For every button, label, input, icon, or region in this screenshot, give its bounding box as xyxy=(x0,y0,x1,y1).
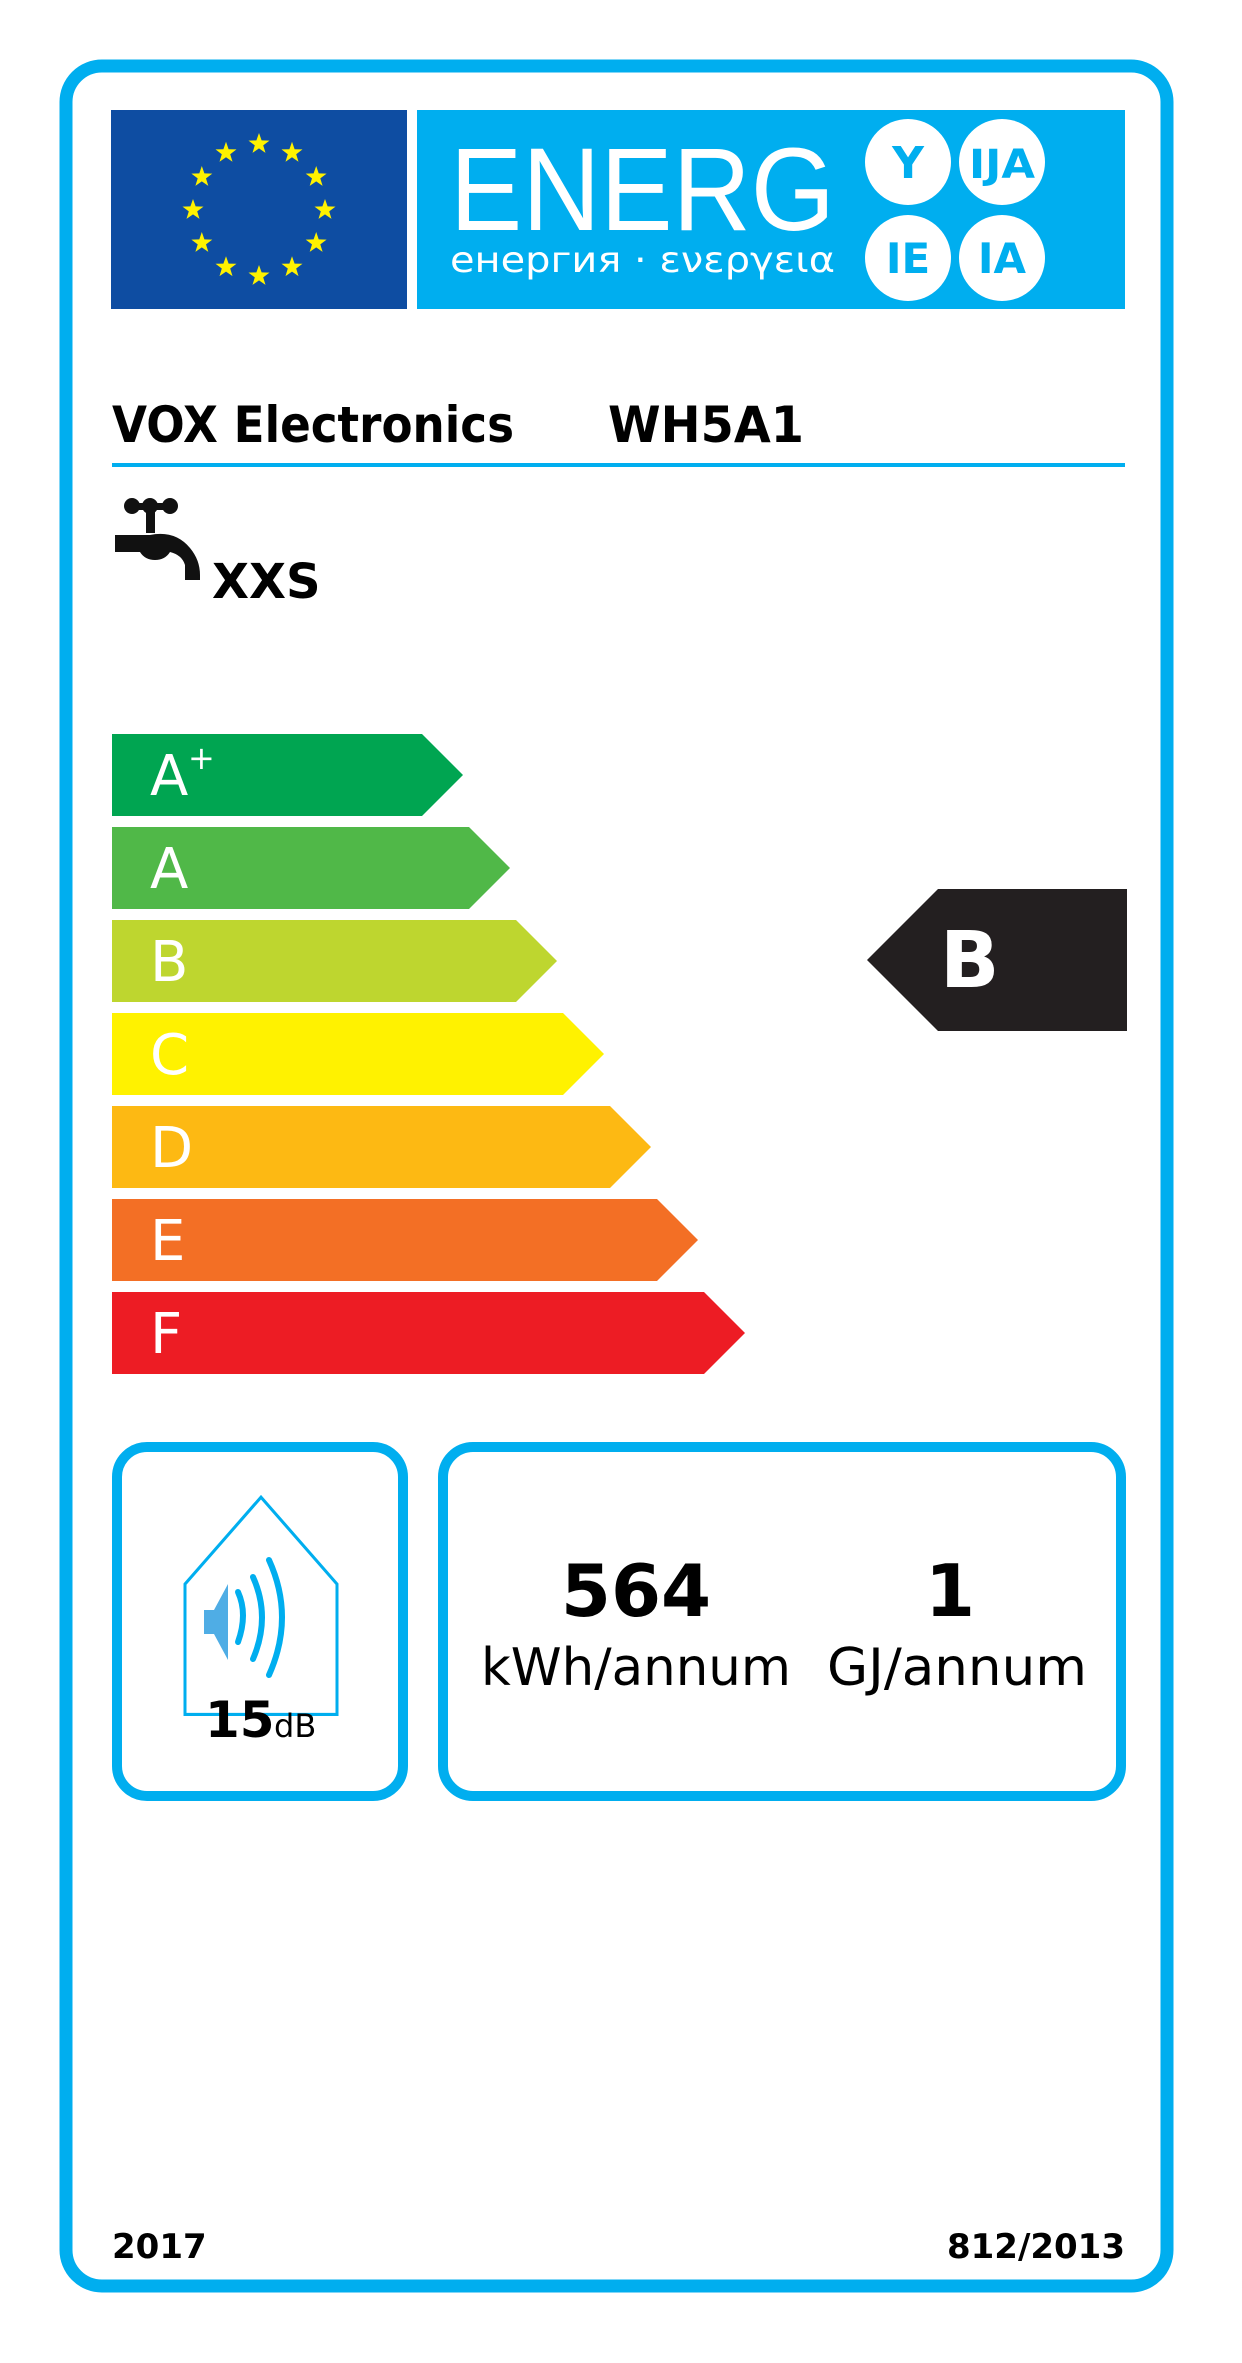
suffix-ia: IA xyxy=(978,234,1027,283)
noise-box xyxy=(112,1442,408,1801)
footer-year: 2017 xyxy=(112,2227,207,2267)
star-icon xyxy=(281,141,303,162)
noise-value: 15 xyxy=(205,1691,275,1749)
fuel-value: 1 xyxy=(925,1549,975,1633)
class-label: E xyxy=(150,1209,185,1274)
class-bar-f: F xyxy=(112,1292,745,1374)
star-icon xyxy=(248,133,270,153)
rating-arrow: B xyxy=(867,889,1127,1031)
electricity-unit: kWh/annum xyxy=(481,1638,791,1698)
noise-unit: dB xyxy=(274,1707,316,1745)
class-label: D xyxy=(150,1116,193,1181)
class-label: A xyxy=(150,744,188,809)
class-label: A xyxy=(150,837,188,902)
rating-label: B xyxy=(940,916,999,1006)
eu-flag-icon xyxy=(111,110,407,309)
load-profile-value: XXS xyxy=(212,554,321,610)
electricity-value: 564 xyxy=(561,1549,711,1633)
suffix-ie: IE xyxy=(886,234,930,283)
class-bar-e: E xyxy=(112,1199,698,1281)
energy-word: ENERG xyxy=(450,124,835,256)
fuel-unit: GJ/annum xyxy=(827,1638,1087,1698)
star-icon xyxy=(314,199,336,219)
class-label: F xyxy=(150,1302,182,1367)
class-label-sup: + xyxy=(188,739,215,777)
water-tap-icon xyxy=(115,498,200,580)
star-icon xyxy=(281,256,303,277)
suffix-ija: IJA xyxy=(969,142,1035,188)
supplier-name: VOX Electronics xyxy=(112,396,514,454)
model-identifier: WH5A1 xyxy=(608,396,804,454)
class-bar-d: D xyxy=(112,1106,651,1188)
class-label: C xyxy=(150,1023,189,1088)
star-icon xyxy=(305,232,327,252)
language-suffix-circles: Y IJA IE IA xyxy=(865,119,1045,301)
label-border xyxy=(59,59,1174,2293)
star-icon xyxy=(215,141,237,162)
class-label: B xyxy=(150,930,188,995)
energy-banner: ENERG енергия · ενεργεια Y IJA IE IA xyxy=(417,110,1125,309)
star-icon xyxy=(182,199,204,219)
star-icon xyxy=(191,166,213,186)
energy-subtitle: енергия · ενεργεια xyxy=(450,240,835,281)
star-icon xyxy=(215,256,237,277)
class-bar-b: B xyxy=(112,920,557,1002)
star-icon xyxy=(305,166,327,186)
suffix-y: Y xyxy=(891,138,925,189)
star-icon xyxy=(248,265,270,285)
divider xyxy=(112,463,1125,467)
footer-regulation: 812/2013 xyxy=(947,2227,1125,2267)
star-icon xyxy=(191,232,213,252)
class-bar-c: C xyxy=(112,1013,604,1095)
class-bar-a: A xyxy=(112,827,510,909)
class-bar-aplus: A + xyxy=(112,734,463,816)
speaker-house-icon xyxy=(183,1494,339,1717)
consumption-box xyxy=(438,1442,1126,1801)
